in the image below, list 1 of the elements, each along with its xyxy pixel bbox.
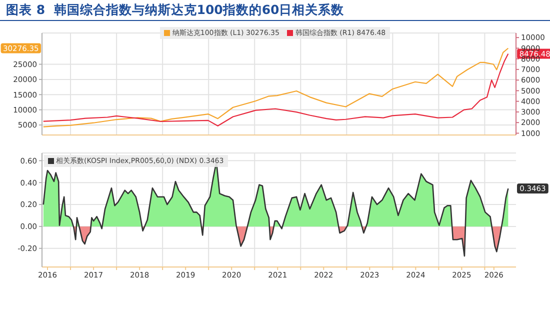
chart-title: 图表 8 韩国综合指数与纳斯达克100指数的60日相关系数 [0, 0, 550, 21]
